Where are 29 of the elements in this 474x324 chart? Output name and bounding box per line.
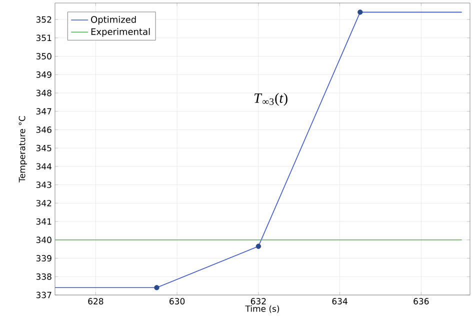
x-axis-title: Time (s) xyxy=(245,305,280,313)
annotation: T$_{∞3}$(t) xyxy=(254,92,288,106)
point xyxy=(256,244,262,249)
y-tick-label: 337 xyxy=(36,292,52,298)
y-tick-label: 347 xyxy=(36,108,52,115)
x-tick-label: 628 xyxy=(88,298,104,304)
x-tick-label: 630 xyxy=(170,298,185,304)
y-tick-label: 338 xyxy=(36,273,52,280)
y-tick-label: 352 xyxy=(36,16,52,23)
point xyxy=(358,10,363,15)
x-tick-label: 632 xyxy=(250,298,266,304)
y-tick-label: 343 xyxy=(36,182,52,188)
y-tick-label: 351 xyxy=(36,34,52,42)
x-tick-label: 636 xyxy=(414,298,429,304)
y-axis-title: Temperature °C xyxy=(18,116,27,182)
y-tick-label: 342 xyxy=(36,200,52,206)
y-tick-label: 348 xyxy=(36,90,52,96)
y-tick-label: 346 xyxy=(36,126,52,133)
y-tick-label: 339 xyxy=(36,255,52,262)
y-tick-label: 345 xyxy=(36,144,52,152)
y-tick-label: 344 xyxy=(36,163,52,170)
y-tick-label: 340 xyxy=(36,236,52,244)
x-tick-label: 634 xyxy=(332,298,348,304)
legend-label: Optimized xyxy=(91,16,136,25)
y-tick-label: 350 xyxy=(36,53,52,60)
legend-label: Experimental xyxy=(91,28,150,37)
y-tick-label: 341 xyxy=(36,218,52,225)
y-tick-label: 349 xyxy=(36,71,52,78)
point xyxy=(154,285,160,290)
